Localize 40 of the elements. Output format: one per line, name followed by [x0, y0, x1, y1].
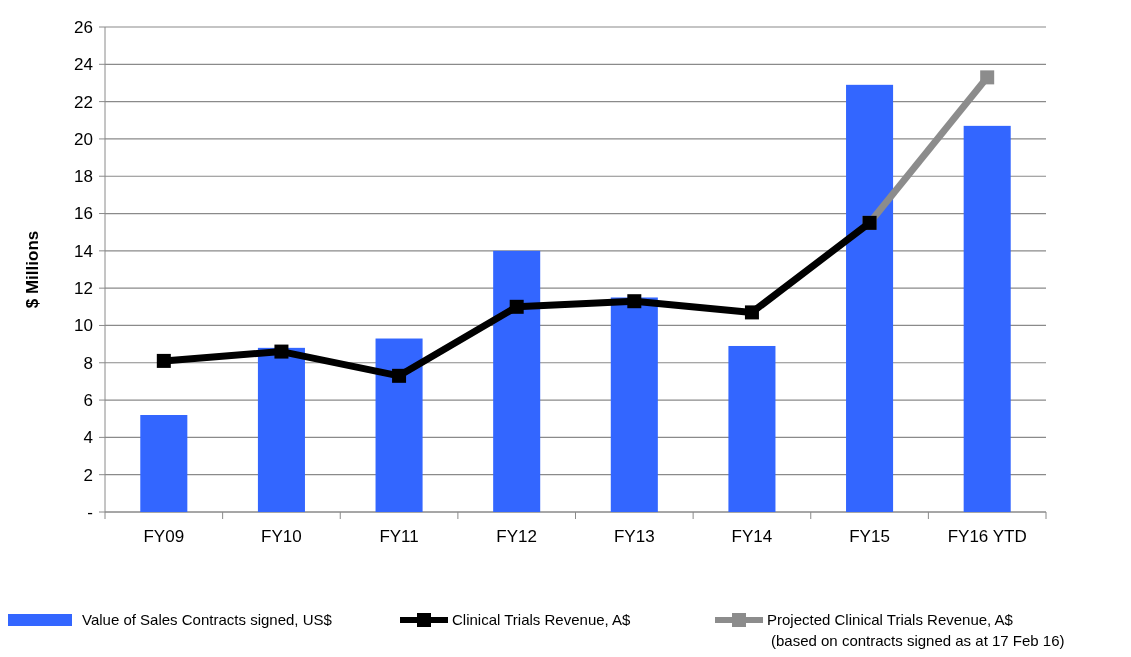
x-tick-label: FY16 YTD	[947, 527, 1027, 546]
y-tick-label: 10	[74, 316, 93, 336]
bar	[493, 250, 541, 512]
y-tick-label: 18	[74, 167, 93, 187]
legend-label: Projected Clinical Trials Revenue, A$ (based on contracts signed as at 17 Feb 16)	[767, 611, 1065, 650]
y-tick-label: 6	[83, 391, 93, 411]
y-tick-label: 16	[74, 204, 93, 224]
point	[156, 353, 171, 368]
y-tick-label: -	[87, 502, 93, 522]
x-tick-label: FY13	[613, 527, 655, 546]
point	[392, 368, 407, 383]
bar	[140, 415, 188, 512]
point	[274, 344, 289, 359]
x-tick-label: FY09	[143, 527, 185, 546]
x-tick-label: FY11	[379, 527, 419, 546]
y-tick-label: 26	[74, 17, 93, 37]
y-axis-title: $ Millions	[23, 230, 42, 309]
y-tick-label: 20	[74, 129, 93, 149]
legend-label: Clinical Trials Revenue, A$	[452, 611, 632, 629]
legend-label: Value of Sales Contracts signed, US$	[82, 611, 333, 629]
x-tick-label: FY15	[849, 527, 890, 546]
bar	[728, 345, 776, 512]
y-tick-label: 12	[74, 279, 93, 299]
point	[980, 70, 995, 85]
y-tick-label: 4	[83, 428, 93, 448]
bar	[257, 347, 305, 512]
x-tick-label: FY14	[731, 527, 773, 546]
y-tick-label: 24	[74, 55, 93, 75]
point	[627, 294, 642, 309]
y-tick-label: 8	[83, 353, 93, 373]
y-tick-label: 14	[74, 241, 93, 261]
point	[744, 305, 759, 320]
point	[509, 299, 524, 314]
bar	[963, 125, 1011, 512]
y-tick-label: 2	[83, 465, 93, 485]
x-tick-label: FY10	[261, 527, 302, 546]
bar	[610, 297, 658, 512]
bar	[375, 338, 423, 512]
x-tick-label: FY12	[496, 527, 538, 546]
y-tick-label: 22	[74, 92, 93, 112]
